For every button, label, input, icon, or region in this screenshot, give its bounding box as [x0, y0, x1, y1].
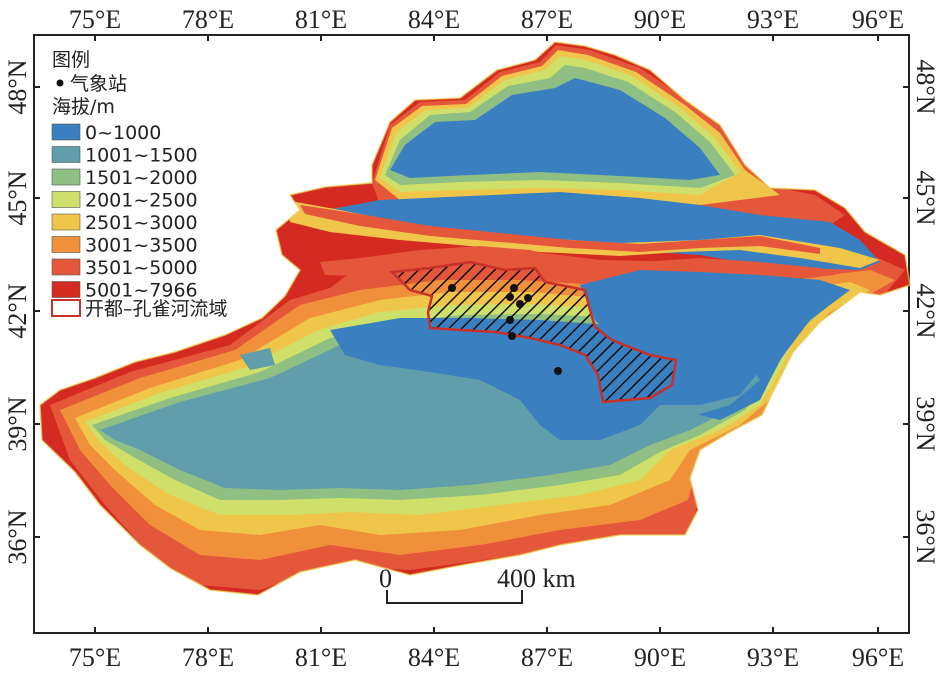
legend-class-swatch: [51, 258, 81, 276]
legend-class-swatch: [51, 168, 81, 186]
latitude-label-right: 36°N: [911, 509, 940, 564]
map-legend: 图例 气象站 海拔/m 0~10001001~15001501~20002001…: [51, 49, 228, 320]
longitude-label-bottom: 93°E: [747, 643, 799, 672]
latitude-label-left: 45°N: [3, 170, 32, 225]
graticule-labels: 75°E 75°E 78°E 78°E 81°E 81°E 84°E 84°E 87°E 87°E…: [3, 5, 940, 672]
latitude-label-left: 48°N: [3, 59, 32, 114]
longitude-label-bottom: 75°E: [69, 643, 121, 672]
longitude-label-bottom: 90°E: [634, 643, 686, 672]
legend-class-swatch: [51, 236, 81, 253]
legend-class-swatch: [51, 191, 81, 208]
longitude-label-bottom: 81°E: [295, 643, 347, 672]
legend-class-swatch: [51, 123, 81, 141]
legend-class-label: 2501~3000: [85, 212, 198, 234]
latitude-label-right: 42°N: [911, 283, 940, 338]
longitude-label-bottom: 87°E: [521, 643, 573, 672]
legend-elevation-title: 海拔/m: [52, 96, 115, 118]
weather-station-marker: [554, 367, 562, 375]
legend-class-swatch: [51, 281, 81, 298]
longitude-label-top: 93°E: [747, 5, 799, 34]
latitude-label-right: 45°N: [911, 170, 940, 225]
legend-basin-swatch: [51, 299, 81, 317]
legend-class-label: 1001~1500: [85, 145, 198, 167]
latitude-label-left: 42°N: [3, 283, 32, 338]
weather-station-marker: [516, 300, 524, 308]
weather-station-marker: [506, 293, 514, 301]
legend-class-swatch: [51, 146, 81, 163]
weather-station-marker: [506, 316, 514, 324]
legend-class-swatch: [51, 213, 81, 231]
legend-class-label: 3501~5000: [85, 257, 198, 279]
longitude-label-bottom: 84°E: [408, 643, 460, 672]
weather-station-marker: [510, 284, 518, 292]
longitude-label-bottom: 78°E: [182, 643, 234, 672]
weather-station-marker: [508, 332, 516, 340]
legend-class-label: 2001~2500: [85, 190, 198, 212]
longitude-label-top: 90°E: [634, 5, 686, 34]
legend-class-label: 5001~7966: [85, 280, 198, 302]
longitude-label-top: 87°E: [521, 5, 573, 34]
legend-class-label: 1501~2000: [85, 167, 198, 189]
weather-station-marker: [524, 294, 532, 302]
scale-line: [386, 590, 523, 604]
scale-end-label: 400 km: [497, 564, 576, 593]
legend-basin-label: 开都–孔雀河流域: [85, 298, 228, 320]
legend-class-label: 0~1000: [85, 122, 161, 144]
weather-stations: [448, 284, 562, 375]
longitude-label-top: 78°E: [182, 5, 234, 34]
longitude-label-top: 81°E: [295, 5, 347, 34]
latitude-label-right: 39°N: [911, 396, 940, 451]
legend-station-label: 气象站: [70, 73, 127, 95]
latitude-label-right: 48°N: [911, 59, 940, 114]
station-symbol-icon: [56, 79, 64, 87]
scale-start-label: 0: [379, 564, 392, 593]
longitude-label-top: 75°E: [69, 5, 121, 34]
longitude-label-bottom: 96°E: [852, 643, 904, 672]
weather-station-marker: [448, 284, 456, 292]
region-outline: [39, 41, 911, 596]
scale-bar: 0 400 km: [379, 564, 576, 604]
longitude-label-top: 96°E: [852, 5, 904, 34]
latitude-label-left: 39°N: [3, 396, 32, 451]
map-frame: [33, 34, 910, 634]
legend-class-label: 3001~3500: [85, 235, 198, 257]
kaidu-kongque-basin: [389, 260, 678, 404]
latitude-label-left: 36°N: [3, 509, 32, 564]
longitude-label-top: 84°E: [408, 5, 460, 34]
legend-title: 图例: [52, 49, 90, 71]
